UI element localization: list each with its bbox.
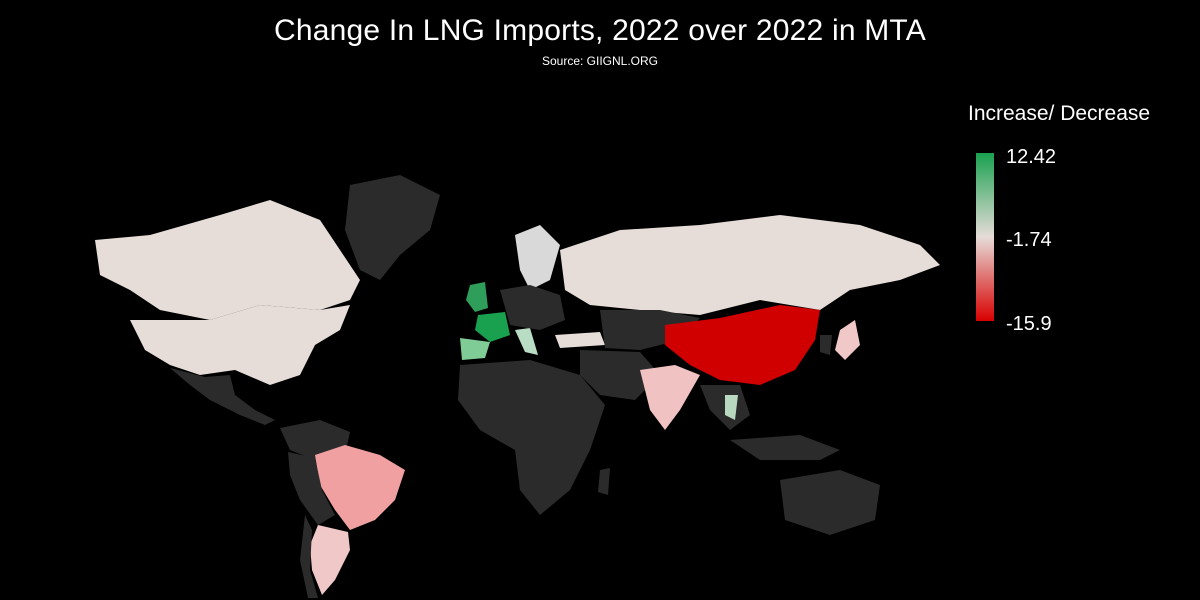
region-canada bbox=[95, 200, 360, 320]
region-france bbox=[475, 312, 510, 342]
region-africa bbox=[458, 360, 605, 515]
legend-mid-label: -1.74 bbox=[1006, 229, 1052, 251]
region-united-states bbox=[130, 305, 350, 385]
region-russia bbox=[560, 215, 940, 315]
region-peru bbox=[288, 452, 335, 525]
region-india bbox=[640, 365, 700, 430]
region-scandinavia bbox=[515, 225, 560, 290]
region-spain bbox=[460, 338, 490, 360]
map-subtitle: Source: GIIGNL.ORG bbox=[541, 54, 659, 68]
legend-color-scale bbox=[976, 153, 994, 321]
region-mexico bbox=[170, 368, 275, 425]
legend-title: Increase/ Decrease bbox=[968, 102, 1151, 125]
region-thailand bbox=[725, 395, 738, 420]
legend-min-label: -15.9 bbox=[1006, 313, 1052, 335]
region-chile bbox=[300, 515, 318, 598]
region-madagascar bbox=[598, 468, 610, 495]
region-china bbox=[665, 305, 820, 385]
region-central-europe bbox=[500, 285, 565, 330]
region-japan bbox=[835, 320, 860, 360]
region-australia bbox=[780, 470, 880, 535]
region-italy bbox=[515, 328, 538, 355]
region-indonesia bbox=[730, 435, 840, 460]
region-korea bbox=[820, 335, 832, 355]
legend-max-label: 12.42 bbox=[1006, 146, 1057, 168]
world-map bbox=[95, 175, 940, 598]
region-brazil bbox=[315, 445, 405, 530]
map-title: Change In LNG Imports, 2022 over 2022 in… bbox=[274, 14, 926, 47]
region-argentina bbox=[310, 525, 350, 595]
region-middle-east bbox=[580, 350, 660, 400]
region-turkey bbox=[555, 332, 605, 348]
region-uk bbox=[466, 282, 488, 312]
region-greenland bbox=[345, 175, 440, 280]
